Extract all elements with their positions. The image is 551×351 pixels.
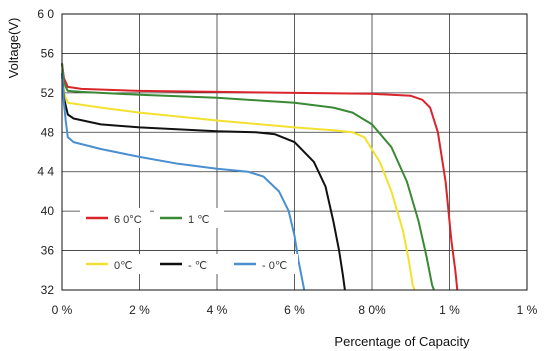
legend-bg-1 <box>154 208 224 228</box>
x-tick-label-2: 4 % <box>207 303 228 317</box>
y-axis-title: Voltage(V) <box>6 18 21 79</box>
series-line-1 <box>61 63 435 291</box>
y-tick-label-6: 36 <box>41 244 55 258</box>
x-tick-label-4: 8 0% <box>358 303 386 317</box>
y-tick-label-5: 40 <box>41 204 55 218</box>
legend-bg-2 <box>80 254 150 274</box>
legend-label-0: 6 0°C <box>114 214 142 226</box>
legend-label-2: 0℃ <box>114 260 132 272</box>
legend-label-1: 1 ℃ <box>188 214 210 226</box>
y-tick-label-4: 4 4 <box>37 165 54 179</box>
legend-label-3: - ℃ <box>188 260 207 272</box>
x-tick-label-3: 6 % <box>284 303 305 317</box>
legend-bg-0 <box>80 208 150 228</box>
y-tick-label-0: 6 0 <box>37 7 54 21</box>
series-line-0 <box>61 63 459 291</box>
legend-label-4: - 0℃ <box>262 260 287 272</box>
y-tick-label-1: 56 <box>41 46 55 60</box>
y-tick-label-2: 52 <box>41 86 55 100</box>
series-line-4 <box>61 73 306 291</box>
series-layer <box>61 63 459 291</box>
x-tick-label-0: 0 % <box>52 303 73 317</box>
plot-frame <box>61 13 528 291</box>
x-tick-label-6: 1 % <box>517 303 538 317</box>
y-tick-label-3: 48 <box>41 125 55 139</box>
x-tick-labels: 0 % 2 % 4 % 6 % 8 0% 1 % 1 % <box>52 303 538 317</box>
series-line-2 <box>61 73 416 291</box>
legend: 6 0°C 1 ℃ 0℃ - ℃ - 0℃ <box>80 208 298 274</box>
grid-lines <box>61 13 528 291</box>
legend-bg-4 <box>228 254 298 274</box>
series-line-3 <box>61 73 346 291</box>
y-tick-label-7: 32 <box>41 283 55 297</box>
legend-bg-3 <box>154 254 224 274</box>
x-tick-label-5: 1 % <box>439 303 460 317</box>
x-axis-title: Percentage of Capacity <box>334 334 470 349</box>
x-tick-label-1: 2 % <box>129 303 150 317</box>
